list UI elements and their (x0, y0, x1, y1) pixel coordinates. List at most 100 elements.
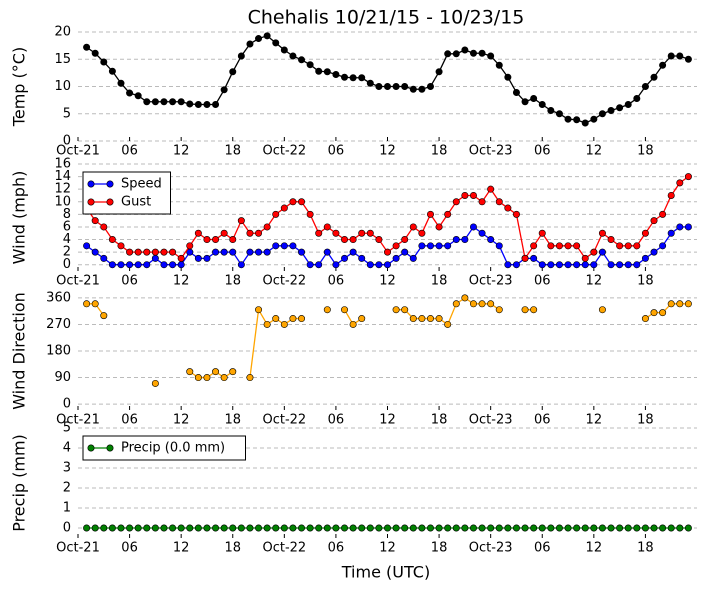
data-point (323, 306, 331, 314)
data-point (289, 52, 297, 60)
data-point (452, 198, 460, 206)
data-point (624, 242, 632, 250)
data-point (229, 248, 237, 256)
data-point (134, 92, 142, 100)
data-point (298, 198, 306, 206)
chart-title: Chehalis 10/21/15 - 10/23/15 (248, 7, 525, 29)
data-point (633, 242, 641, 250)
data-point (323, 524, 331, 532)
data-point (220, 524, 228, 532)
data-point (212, 100, 220, 108)
data-point (220, 229, 228, 237)
data-point (547, 242, 555, 250)
data-point (169, 98, 177, 106)
data-point (401, 83, 409, 91)
data-point (607, 106, 615, 114)
data-point (263, 320, 271, 328)
data-point (272, 242, 280, 250)
data-point (624, 261, 632, 269)
x-tick-label: 18 (431, 413, 448, 428)
data-point (598, 306, 606, 314)
data-point (246, 524, 254, 532)
data-point (581, 254, 589, 262)
data-point (83, 242, 91, 250)
data-point (126, 261, 134, 269)
data-point (409, 223, 417, 231)
x-tick-label: 06 (534, 274, 551, 289)
data-point (298, 524, 306, 532)
x-tick-label: Oct-21 (56, 541, 100, 556)
data-point (289, 315, 297, 323)
data-point (272, 39, 280, 47)
x-tick-label: 06 (328, 274, 345, 289)
data-point (289, 524, 297, 532)
data-point (521, 98, 529, 106)
data-point (134, 524, 142, 532)
data-point (151, 524, 159, 532)
data-point (126, 89, 134, 97)
data-point (641, 254, 649, 262)
y-tick-label: 0 (63, 397, 71, 412)
data-point (229, 68, 237, 76)
data-point (366, 261, 374, 269)
data-point (659, 61, 667, 69)
y-tick-label: 5 (63, 106, 71, 121)
y-tick-label: 10 (54, 79, 71, 94)
legend-marker (87, 444, 95, 452)
series-line (86, 297, 689, 379)
data-point (504, 261, 512, 269)
data-point (487, 524, 495, 532)
data-point (212, 248, 220, 256)
data-point (564, 261, 572, 269)
data-point (272, 210, 280, 218)
x-tick-label: 18 (224, 413, 241, 428)
y-tick-label: 90 (54, 370, 71, 385)
data-point (229, 524, 237, 532)
data-point (194, 254, 202, 262)
series-line (86, 226, 689, 266)
data-point (469, 300, 477, 308)
data-point (607, 261, 615, 269)
data-point (487, 236, 495, 244)
data-point (143, 98, 151, 106)
data-point (607, 236, 615, 244)
data-point (332, 261, 340, 269)
data-point (616, 261, 624, 269)
data-point (676, 223, 684, 231)
data-point (573, 242, 581, 250)
data-point (358, 74, 366, 82)
data-point (117, 261, 125, 269)
data-point (667, 524, 675, 532)
data-point (564, 242, 572, 250)
data-point (641, 315, 649, 323)
data-point (495, 198, 503, 206)
data-point (289, 198, 297, 206)
data-point (91, 49, 99, 57)
data-point (633, 261, 641, 269)
data-point (323, 223, 331, 231)
data-point (194, 524, 202, 532)
data-point (409, 315, 417, 323)
data-point (452, 524, 460, 532)
y-tick-label: 6 (63, 219, 71, 234)
data-point (117, 524, 125, 532)
data-point (186, 100, 194, 108)
data-point (280, 320, 288, 328)
x-tick-label: 06 (121, 413, 138, 428)
data-point (220, 248, 228, 256)
data-point (573, 116, 581, 124)
data-point (418, 242, 426, 250)
data-point (315, 524, 323, 532)
data-point (650, 309, 658, 317)
x-tick-label: 06 (328, 413, 345, 428)
x-tick-label: 12 (586, 541, 603, 556)
y-tick-label: 2 (63, 245, 71, 260)
x-tick-label: 12 (379, 541, 396, 556)
x-tick-label: 12 (379, 274, 396, 289)
data-point (392, 83, 400, 91)
data-point (349, 248, 357, 256)
data-point (444, 524, 452, 532)
data-point (392, 254, 400, 262)
data-point (91, 300, 99, 308)
data-point (186, 524, 194, 532)
